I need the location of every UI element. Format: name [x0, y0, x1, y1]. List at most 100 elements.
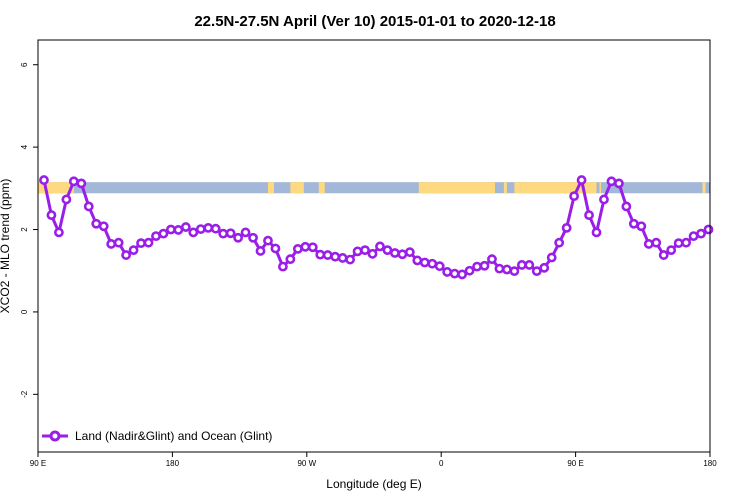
legend: Land (Nadir&Glint) and Ocean (Glint): [42, 429, 272, 443]
data-point: [225, 228, 236, 239]
map-land-segment-7: [520, 182, 576, 194]
map-land-segment-9: [599, 182, 601, 194]
data-point: [39, 175, 49, 185]
x-tick-label-3: 0: [439, 459, 444, 468]
data-point: [255, 246, 266, 256]
map-land-segment-3: [318, 182, 325, 194]
data-point: [584, 210, 594, 220]
data-point: [390, 248, 400, 258]
data-point: [561, 222, 572, 233]
y-tick-label-4: 6: [20, 62, 29, 67]
map-strip: [38, 182, 710, 194]
data-point: [128, 245, 139, 256]
data-point: [681, 237, 692, 248]
map-land-segment-5: [503, 182, 507, 194]
data-point: [352, 246, 363, 257]
data-point: [173, 225, 184, 235]
x-tick-label-0: 90 E: [30, 459, 46, 468]
data-point: [292, 243, 303, 254]
legend-entry-label: Land (Nadir&Glint) and Ocean (Glint): [75, 429, 272, 443]
data-point: [166, 224, 176, 235]
data-point: [516, 260, 527, 270]
data-point: [531, 266, 542, 277]
data-point: [218, 228, 229, 239]
data-point: [233, 232, 244, 243]
data-point: [307, 242, 318, 253]
data-point: [367, 248, 378, 259]
data-point: [472, 261, 482, 272]
data-point: [434, 261, 445, 272]
data-point: [524, 260, 535, 270]
data-point: [487, 254, 497, 265]
data-point: [54, 227, 64, 238]
data-point: [158, 228, 169, 239]
chart-title: 22.5N-27.5N April (Ver 10) 2015-01-01 to…: [194, 13, 555, 30]
data-point: [195, 224, 206, 235]
data-point: [330, 251, 341, 262]
data-point: [703, 224, 714, 235]
data-point: [360, 245, 370, 256]
map-land-segment-0: [38, 182, 74, 194]
data-point: [658, 250, 669, 260]
x-tick-label-4: 90 E: [567, 459, 583, 468]
data-point: [188, 227, 199, 238]
data-point: [263, 235, 273, 246]
data-point: [464, 265, 475, 276]
data-point: [210, 223, 221, 234]
data-point: [315, 249, 326, 260]
data-point: [666, 245, 677, 256]
data-point: [569, 191, 580, 202]
data-point: [382, 245, 393, 256]
data-point: [98, 221, 109, 232]
data-point: [404, 247, 415, 258]
y-tick-label-0: -2: [20, 390, 29, 398]
data-point: [643, 239, 654, 249]
data-point: [614, 178, 624, 189]
data-point: [83, 201, 94, 212]
data-point: [628, 218, 639, 229]
map-land-segment-2: [290, 182, 304, 194]
data-point: [412, 255, 423, 266]
data-point: [76, 178, 87, 189]
data-point: [46, 210, 57, 220]
series-layer: [39, 175, 714, 280]
data-point: [546, 252, 557, 263]
data-point: [322, 250, 333, 260]
data-point: [121, 250, 132, 260]
y-tick-label-2: 2: [20, 227, 29, 232]
x-axis: 90 E 180 90 W 0 90 E 180: [30, 452, 717, 468]
x-axis-label: Longitude (deg E): [326, 477, 421, 491]
data-point: [248, 232, 258, 243]
x-tick-label-2: 90 W: [297, 459, 316, 468]
data-point: [449, 268, 460, 279]
data-point: [576, 175, 587, 185]
map-ocean-band: [38, 182, 710, 194]
y-tick-label-3: 4: [20, 144, 29, 149]
data-point: [442, 267, 453, 277]
data-point: [494, 263, 505, 274]
data-point: [427, 258, 438, 269]
x-tick-label-5: 180: [703, 459, 717, 468]
data-point: [240, 227, 251, 238]
data-point: [278, 261, 288, 272]
y-axis-label: XCO2 - MLO trend (ppm): [0, 179, 12, 314]
data-point: [113, 237, 124, 248]
data-point: [285, 254, 296, 265]
data-point: [375, 241, 385, 252]
data-point: [300, 241, 311, 252]
data-point: [651, 237, 662, 248]
data-point: [91, 218, 102, 229]
data-point: [539, 262, 550, 273]
data-point: [591, 227, 602, 238]
data-point: [419, 257, 430, 268]
data-point: [270, 243, 281, 254]
data-point: [636, 221, 647, 232]
data-point: [151, 231, 161, 242]
map-land-segment-8: [575, 182, 597, 194]
y-axis: -2 0 2 4 6: [20, 62, 38, 398]
data-point: [606, 176, 617, 187]
data-point: [68, 176, 79, 187]
data-point: [397, 249, 408, 260]
data-point: [457, 269, 468, 280]
